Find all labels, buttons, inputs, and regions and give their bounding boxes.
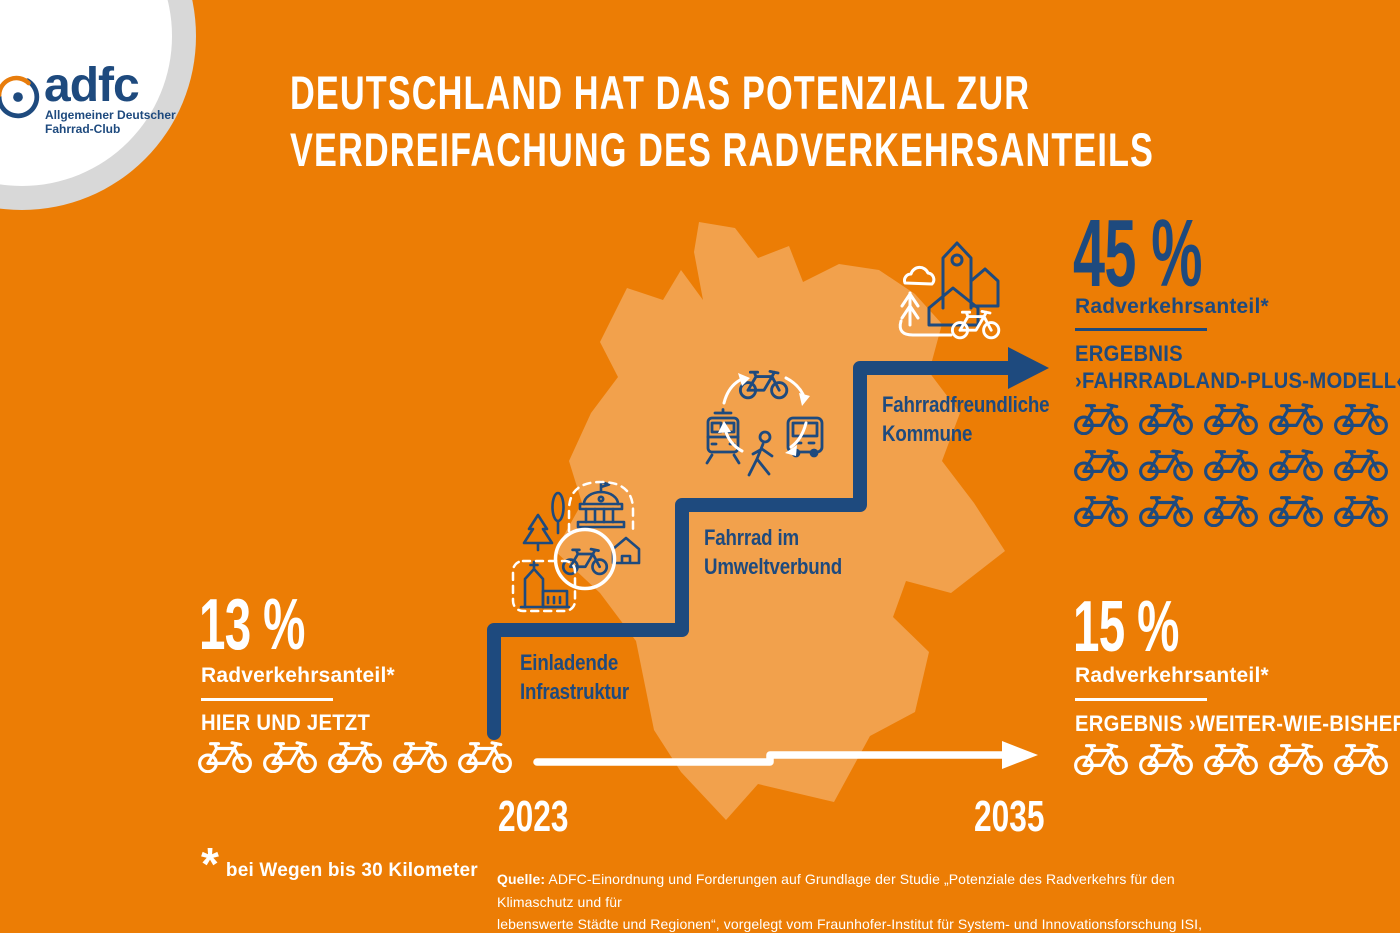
timeline-start-year: 2023 bbox=[498, 792, 569, 841]
bicycle-icon bbox=[328, 741, 382, 773]
asterisk-mark: * bbox=[201, 838, 219, 890]
bicycle-icon bbox=[1204, 449, 1258, 481]
umweltverbund-icons bbox=[705, 369, 824, 477]
bike-highlight-circle bbox=[553, 527, 617, 591]
step-label-infrastruktur: Einladende Infrastruktur bbox=[520, 650, 629, 704]
divider-line bbox=[1075, 328, 1207, 331]
adfc-logo-wordmark: adfc bbox=[44, 59, 140, 112]
bicycle-icon bbox=[458, 741, 512, 773]
bicycle-icon bbox=[738, 369, 789, 400]
bicycle-icon bbox=[393, 741, 447, 773]
dashed-arch-decoration bbox=[567, 480, 635, 533]
bicycle-icon bbox=[1139, 495, 1193, 527]
baseline-scenario-label: ERGEBNIS ›WEITER-WIE-BISHER‹ bbox=[1075, 711, 1400, 736]
bicycle-icon bbox=[1269, 403, 1323, 435]
fir-tree-icon bbox=[522, 513, 554, 552]
bicycle-icon bbox=[1074, 403, 1128, 435]
step-label-umweltverbund: Fahrrad im Umweltverbund bbox=[704, 525, 843, 579]
adfc-logo-icon bbox=[0, 75, 40, 119]
cloud-icon bbox=[903, 265, 936, 286]
bicycle-icon bbox=[1334, 449, 1388, 481]
bicycle-icon bbox=[1139, 743, 1193, 775]
staircase-arrowhead bbox=[1008, 347, 1049, 389]
timeline-end-year: 2035 bbox=[974, 792, 1045, 841]
bicycle-icon bbox=[1269, 495, 1323, 527]
tree-arrow-icon bbox=[900, 291, 920, 327]
bicycle-icon bbox=[1269, 743, 1323, 775]
poplar-tree-icon bbox=[551, 491, 565, 535]
bicycle-icon bbox=[1334, 495, 1388, 527]
bicycle-icon bbox=[1204, 403, 1258, 435]
baseline-share-value: 15 % bbox=[1073, 587, 1179, 667]
infrastructure-icons bbox=[511, 480, 641, 613]
church-icon bbox=[519, 560, 571, 609]
pedestrian-icon bbox=[747, 430, 774, 477]
bicycle-icon bbox=[263, 741, 317, 773]
bicycle-icon bbox=[1204, 743, 1258, 775]
plus-model-scenario-label: ERGEBNIS ›FAHRRADLAND-PLUS-MODELL‹ bbox=[1075, 341, 1400, 393]
house-icon bbox=[611, 536, 641, 565]
current-scenario-label: HIER UND JETZT bbox=[201, 710, 371, 735]
bicycle-icon bbox=[1139, 403, 1193, 435]
bicycle-icon bbox=[198, 741, 252, 773]
town-hall-icon bbox=[576, 480, 626, 529]
baseline-share-label: Radverkehrsanteil* bbox=[1075, 664, 1269, 687]
plus-model-bike-pictograms bbox=[1073, 400, 1398, 527]
source-attribution: Quelle: ADFC-Einordnung und Forderungen … bbox=[497, 871, 1203, 932]
divider-line bbox=[1075, 698, 1207, 701]
bicycle-icon bbox=[1204, 495, 1258, 527]
timeline-arrowhead bbox=[1002, 741, 1038, 769]
divider-line bbox=[201, 698, 333, 701]
bicycle-icon bbox=[1269, 449, 1323, 481]
current-share-label: Radverkehrsanteil* bbox=[201, 664, 395, 687]
bicycle-icon bbox=[1074, 449, 1128, 481]
baseline-bike-pictograms bbox=[1073, 740, 1389, 775]
bicycle-icon bbox=[1074, 495, 1128, 527]
bicycle-icon bbox=[1139, 449, 1193, 481]
bicycle-icon bbox=[1334, 743, 1388, 775]
source-label: Quelle: bbox=[497, 871, 546, 887]
timeline-arrow bbox=[533, 751, 1010, 766]
tram-icon bbox=[705, 408, 741, 465]
road-curve-icon bbox=[898, 319, 953, 337]
plus-model-share-value: 45 % bbox=[1073, 200, 1202, 307]
footnote: * bei Wegen bis 30 Kilometer bbox=[201, 838, 478, 890]
adfc-logo-subtitle: Allgemeiner Deutscher Fahrrad-Club bbox=[45, 108, 176, 136]
growth-staircase-arrow bbox=[487, 361, 1019, 740]
bicycle-icon bbox=[1334, 403, 1388, 435]
step-label-kommune: Fahrradfreundliche Kommune bbox=[882, 392, 1050, 446]
kommune-icons bbox=[898, 241, 1001, 340]
current-bike-pictograms bbox=[197, 738, 513, 773]
bicycle-icon bbox=[1074, 743, 1128, 775]
page-title: DEUTSCHLAND HAT DAS POTENZIAL ZUR VERDRE… bbox=[290, 66, 1155, 176]
plus-model-share-label: Radverkehrsanteil* bbox=[1075, 295, 1269, 318]
current-share-value: 13 % bbox=[199, 585, 305, 665]
